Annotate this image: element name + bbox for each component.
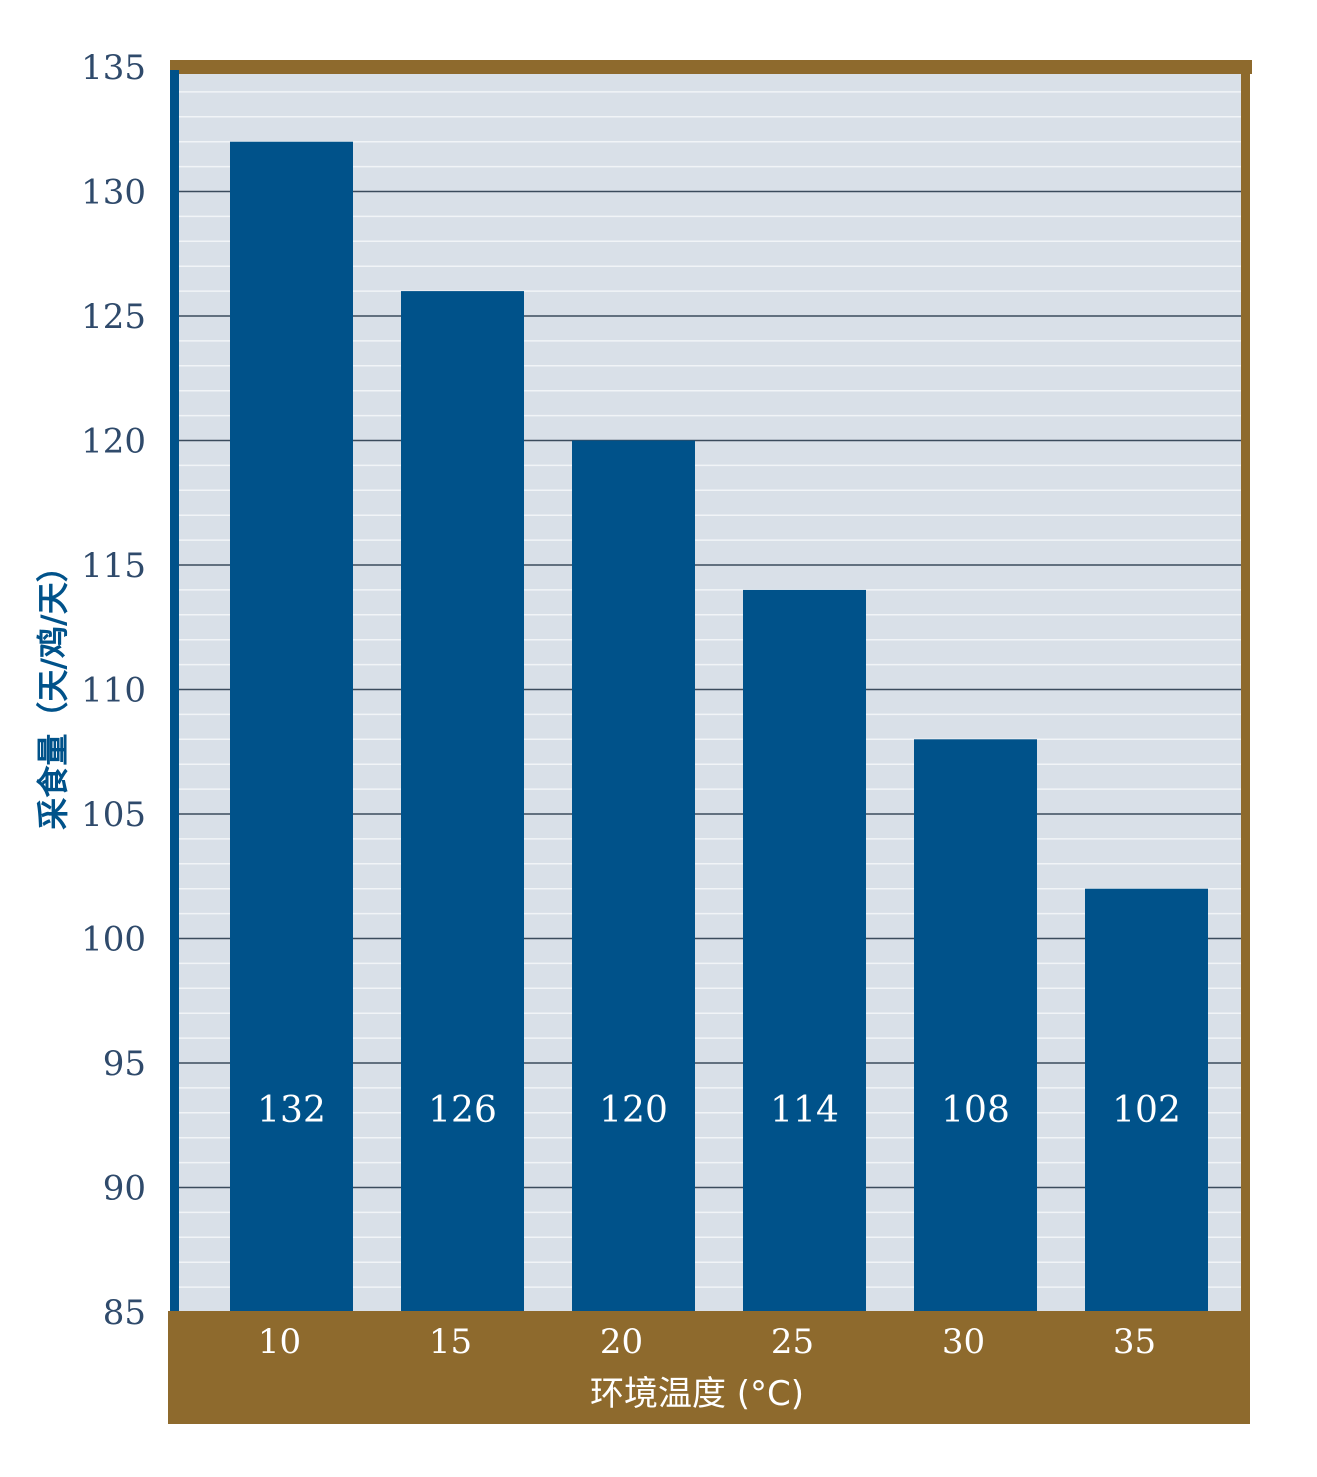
x-tick-label: 10 xyxy=(258,1322,301,1362)
left-axis-line xyxy=(170,70,179,1313)
bar-10 xyxy=(230,141,353,1313)
bar-15 xyxy=(401,291,524,1313)
y-tick-labels: 85 90 95 100 105 110 115 120 125 130 135 xyxy=(81,48,146,1333)
y-tick-label: 85 xyxy=(103,1293,146,1333)
bar-25 xyxy=(743,589,866,1312)
bar-value-label: 120 xyxy=(599,1090,668,1131)
bar-value-label: 132 xyxy=(257,1090,326,1131)
y-tick-label: 135 xyxy=(81,48,146,88)
y-axis-title: 采食量（天/鸡/天） xyxy=(34,550,72,829)
y-tick-label: 100 xyxy=(81,920,146,960)
frame-top xyxy=(170,60,1252,74)
y-tick-label: 105 xyxy=(81,795,146,835)
major-gridlines xyxy=(176,190,1244,1189)
minor-gridlines xyxy=(176,91,1244,1288)
y-tick-label: 95 xyxy=(103,1044,146,1084)
x-tick-label: 25 xyxy=(771,1322,814,1362)
x-axis-band xyxy=(168,1311,1250,1424)
x-tick-label: 15 xyxy=(429,1322,472,1362)
y-tick-label: 120 xyxy=(81,422,146,462)
x-tick-label: 20 xyxy=(600,1322,643,1362)
bar-35 xyxy=(1085,888,1208,1312)
x-tick-label: 30 xyxy=(942,1322,985,1362)
bar-value-label: 108 xyxy=(941,1090,1010,1131)
bar-value-label: 126 xyxy=(428,1090,497,1131)
bar-value-label: 102 xyxy=(1112,1090,1181,1131)
x-axis-title: 环境温度 (°C) xyxy=(590,1374,804,1414)
bar-value-label: 114 xyxy=(770,1090,839,1131)
bar-20 xyxy=(572,440,695,1312)
x-tick-label: 35 xyxy=(1113,1322,1156,1362)
y-tick-label: 115 xyxy=(81,546,146,586)
y-tick-label: 125 xyxy=(81,297,146,337)
x-tick-labels: 10 15 20 25 30 35 xyxy=(258,1322,1156,1362)
y-tick-label: 90 xyxy=(103,1169,146,1209)
bar-30 xyxy=(914,739,1037,1312)
bars xyxy=(230,141,1208,1313)
y-tick-label: 130 xyxy=(81,173,146,213)
y-tick-label: 110 xyxy=(81,671,146,711)
value-labels: 132 126 120 114 108 102 xyxy=(257,1090,1181,1131)
frame-right xyxy=(1241,60,1250,1322)
